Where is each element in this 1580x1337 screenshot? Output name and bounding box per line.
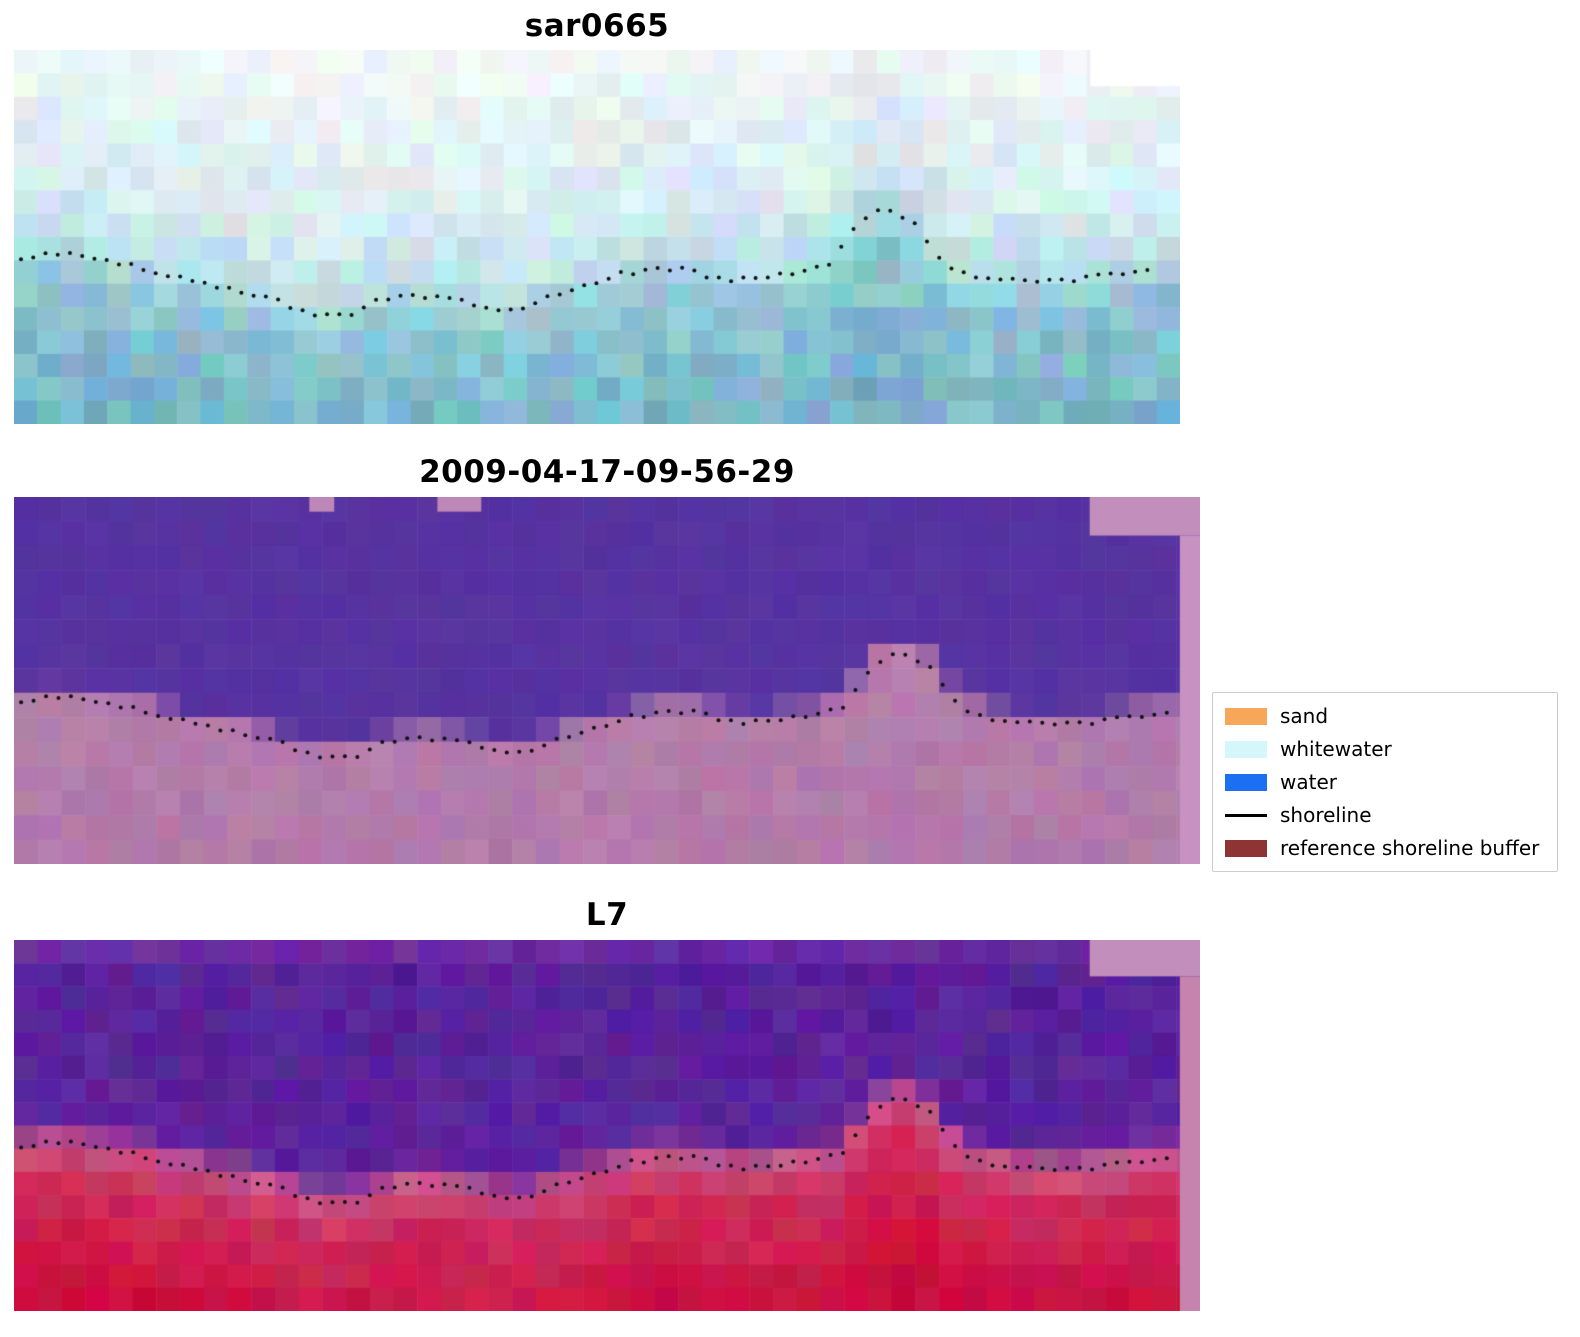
panel-title-classified: 2009-04-17-09-56-29 xyxy=(419,454,795,490)
legend-item-shoreline: shoreline xyxy=(1225,803,1545,827)
legend-label-sand: sand xyxy=(1280,704,1329,728)
buffer-swatch-icon xyxy=(1225,839,1267,857)
water-swatch-icon xyxy=(1225,773,1267,791)
legend-label-water: water xyxy=(1280,770,1337,794)
legend: sand whitewater water shoreline referenc… xyxy=(1212,692,1558,872)
shoreline-line-icon xyxy=(1225,813,1267,817)
legend-item-buffer: reference shoreline buffer xyxy=(1225,836,1545,860)
legend-label-buffer: reference shoreline buffer xyxy=(1280,836,1540,860)
panel-image-l7 xyxy=(14,940,1200,1311)
legend-item-sand: sand xyxy=(1225,704,1545,728)
legend-item-whitewater: whitewater xyxy=(1225,737,1545,761)
legend-label-whitewater: whitewater xyxy=(1280,737,1392,761)
panel-title-sar0665: sar0665 xyxy=(524,8,670,44)
panel-image-sar0665 xyxy=(14,50,1180,424)
legend-item-water: water xyxy=(1225,770,1545,794)
panel-title-l7: L7 xyxy=(585,897,629,933)
legend-label-shoreline: shoreline xyxy=(1280,803,1372,827)
whitewater-swatch-icon xyxy=(1225,740,1267,758)
panel-image-classified xyxy=(14,497,1200,864)
sand-swatch-icon xyxy=(1225,707,1267,725)
